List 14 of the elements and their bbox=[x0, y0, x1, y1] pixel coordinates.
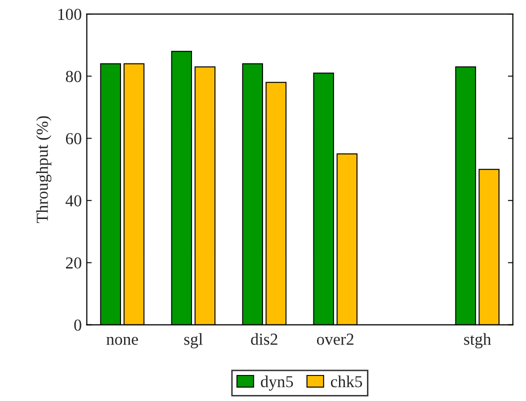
y-tick-label: 100 bbox=[58, 8, 82, 20]
y-tick-label: 20 bbox=[66, 257, 82, 269]
x-tick-label: dis2 bbox=[251, 333, 278, 345]
y-tick-label: 40 bbox=[66, 195, 82, 206]
x-tick-label: sgl bbox=[184, 333, 203, 348]
x-tick-label: stgh bbox=[464, 333, 492, 348]
y-tick-label: 60 bbox=[66, 133, 82, 144]
x-tick-label: none bbox=[106, 336, 138, 345]
y-tick-label: 80 bbox=[66, 70, 82, 82]
y-axis-title: Throughput (%) bbox=[36, 116, 52, 224]
x-tick-label: over2 bbox=[316, 334, 354, 345]
legend-label: chk5 bbox=[330, 376, 362, 388]
legend-label: dyn5 bbox=[260, 376, 293, 391]
y-tick-label: 0 bbox=[74, 320, 82, 331]
